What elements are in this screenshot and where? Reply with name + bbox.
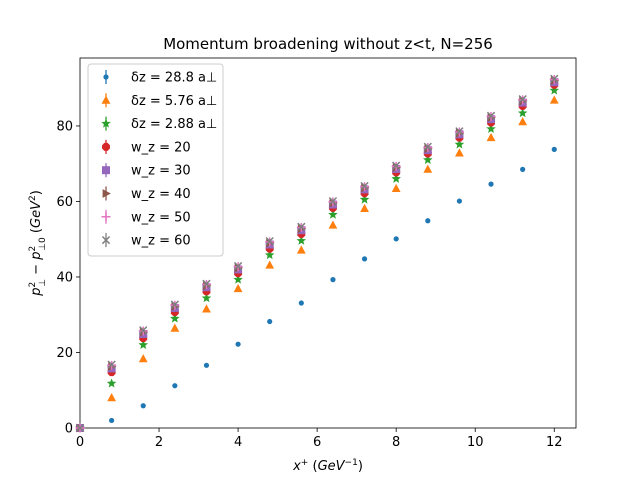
legend-label: δz = 2.88 a⊥ bbox=[131, 117, 217, 132]
data-point bbox=[549, 95, 559, 104]
legend-marker bbox=[101, 235, 111, 245]
y-tick-label: 80 bbox=[56, 119, 73, 134]
data-point bbox=[550, 74, 559, 83]
data-point bbox=[106, 378, 117, 388]
x-tick-label: 4 bbox=[234, 435, 242, 450]
legend-label: w_z = 60 bbox=[131, 234, 191, 249]
data-point bbox=[488, 181, 494, 187]
data-point bbox=[359, 194, 370, 204]
chart-title: Momentum broadening without z<t, N=256 bbox=[163, 35, 493, 53]
legend-marker bbox=[103, 74, 109, 80]
data-point bbox=[75, 423, 85, 433]
legend: δz = 28.8 a⊥ δz = 5.76 a⊥ δz = 2.88 a⊥ w_z … bbox=[87, 63, 224, 257]
data-point bbox=[456, 198, 463, 204]
data-point bbox=[549, 85, 560, 95]
series-8 bbox=[75, 74, 559, 433]
legend-label: w_z = 30 bbox=[131, 164, 191, 179]
data-point bbox=[296, 245, 306, 254]
data-point bbox=[425, 218, 431, 224]
data-point bbox=[518, 117, 528, 126]
data-point bbox=[520, 166, 526, 172]
data-point bbox=[455, 148, 464, 157]
data-point bbox=[297, 222, 306, 231]
data-point bbox=[139, 326, 148, 335]
legend-marker bbox=[102, 166, 110, 175]
data-point bbox=[109, 417, 115, 424]
data-point bbox=[235, 341, 241, 347]
y-tick-label: 60 bbox=[56, 195, 73, 210]
y-tick-label: 40 bbox=[56, 270, 73, 285]
data-point bbox=[202, 279, 211, 288]
data-point bbox=[202, 304, 211, 313]
data-point bbox=[170, 300, 179, 309]
legend-marker bbox=[102, 189, 111, 198]
data-point bbox=[360, 181, 369, 191]
x-tick-label: 2 bbox=[155, 435, 163, 450]
data-point bbox=[138, 339, 148, 349]
y-tick-label: 0 bbox=[65, 422, 73, 437]
legend-label: δz = 5.76 a⊥ bbox=[131, 94, 217, 109]
data-point bbox=[233, 261, 243, 271]
data-point bbox=[393, 236, 399, 242]
data-point bbox=[330, 277, 336, 283]
legend-marker bbox=[101, 95, 111, 104]
data-point bbox=[486, 111, 496, 120]
data-point bbox=[328, 220, 338, 229]
data-point bbox=[486, 123, 496, 134]
data-point bbox=[233, 274, 243, 284]
y-axis-label: p2⊥ − p2⊥0 (GeV2) bbox=[28, 190, 48, 297]
data-point bbox=[486, 132, 496, 142]
data-point bbox=[423, 154, 433, 164]
data-point bbox=[264, 250, 275, 260]
x-tick-label: 6 bbox=[313, 435, 321, 450]
data-point bbox=[233, 283, 243, 293]
data-point bbox=[265, 236, 274, 246]
data-point bbox=[423, 164, 433, 173]
data-point bbox=[170, 313, 180, 323]
legend-marker bbox=[101, 212, 111, 222]
data-point bbox=[328, 196, 338, 206]
x-axis-label: x+ (GeV−1) bbox=[292, 458, 363, 474]
data-point bbox=[391, 173, 401, 183]
data-point bbox=[107, 392, 117, 402]
legend-marker bbox=[101, 118, 111, 128]
data-point bbox=[170, 323, 180, 332]
data-point bbox=[551, 146, 557, 152]
legend-label: w_z = 20 bbox=[131, 140, 191, 155]
data-point bbox=[201, 293, 212, 303]
data-point bbox=[107, 360, 116, 369]
legend-marker bbox=[102, 142, 110, 151]
legend-label: w_z = 50 bbox=[131, 210, 191, 225]
y-tick-label: 20 bbox=[56, 346, 73, 361]
x-tick-label: 12 bbox=[546, 435, 563, 450]
legend-label: δz = 28.8 a⊥ bbox=[131, 71, 217, 86]
data-point bbox=[265, 260, 275, 269]
x-tick-label: 10 bbox=[467, 435, 484, 450]
y-axis-ticks: 0 20 40 60 80 bbox=[56, 119, 80, 437]
data-point bbox=[360, 203, 369, 213]
data-point bbox=[392, 161, 401, 170]
data-point bbox=[298, 300, 304, 306]
data-points bbox=[75, 74, 560, 433]
legend-label: w_z = 40 bbox=[131, 187, 191, 202]
data-point bbox=[517, 108, 528, 118]
data-point bbox=[423, 142, 432, 151]
x-axis-ticks: 0 2 4 6 8 10 12 bbox=[76, 428, 563, 450]
data-point bbox=[267, 318, 273, 325]
data-point bbox=[454, 139, 465, 149]
data-point bbox=[296, 235, 307, 245]
data-point bbox=[138, 354, 148, 363]
data-point bbox=[172, 383, 178, 389]
x-tick-label: 0 bbox=[76, 435, 84, 450]
data-point bbox=[391, 183, 401, 193]
data-point bbox=[455, 127, 464, 136]
data-point bbox=[361, 256, 368, 262]
x-tick-label: 8 bbox=[392, 435, 400, 450]
legend-frame bbox=[87, 63, 224, 257]
data-point bbox=[140, 403, 146, 409]
data-point bbox=[203, 362, 210, 368]
data-point bbox=[518, 95, 527, 104]
data-point bbox=[328, 209, 338, 219]
